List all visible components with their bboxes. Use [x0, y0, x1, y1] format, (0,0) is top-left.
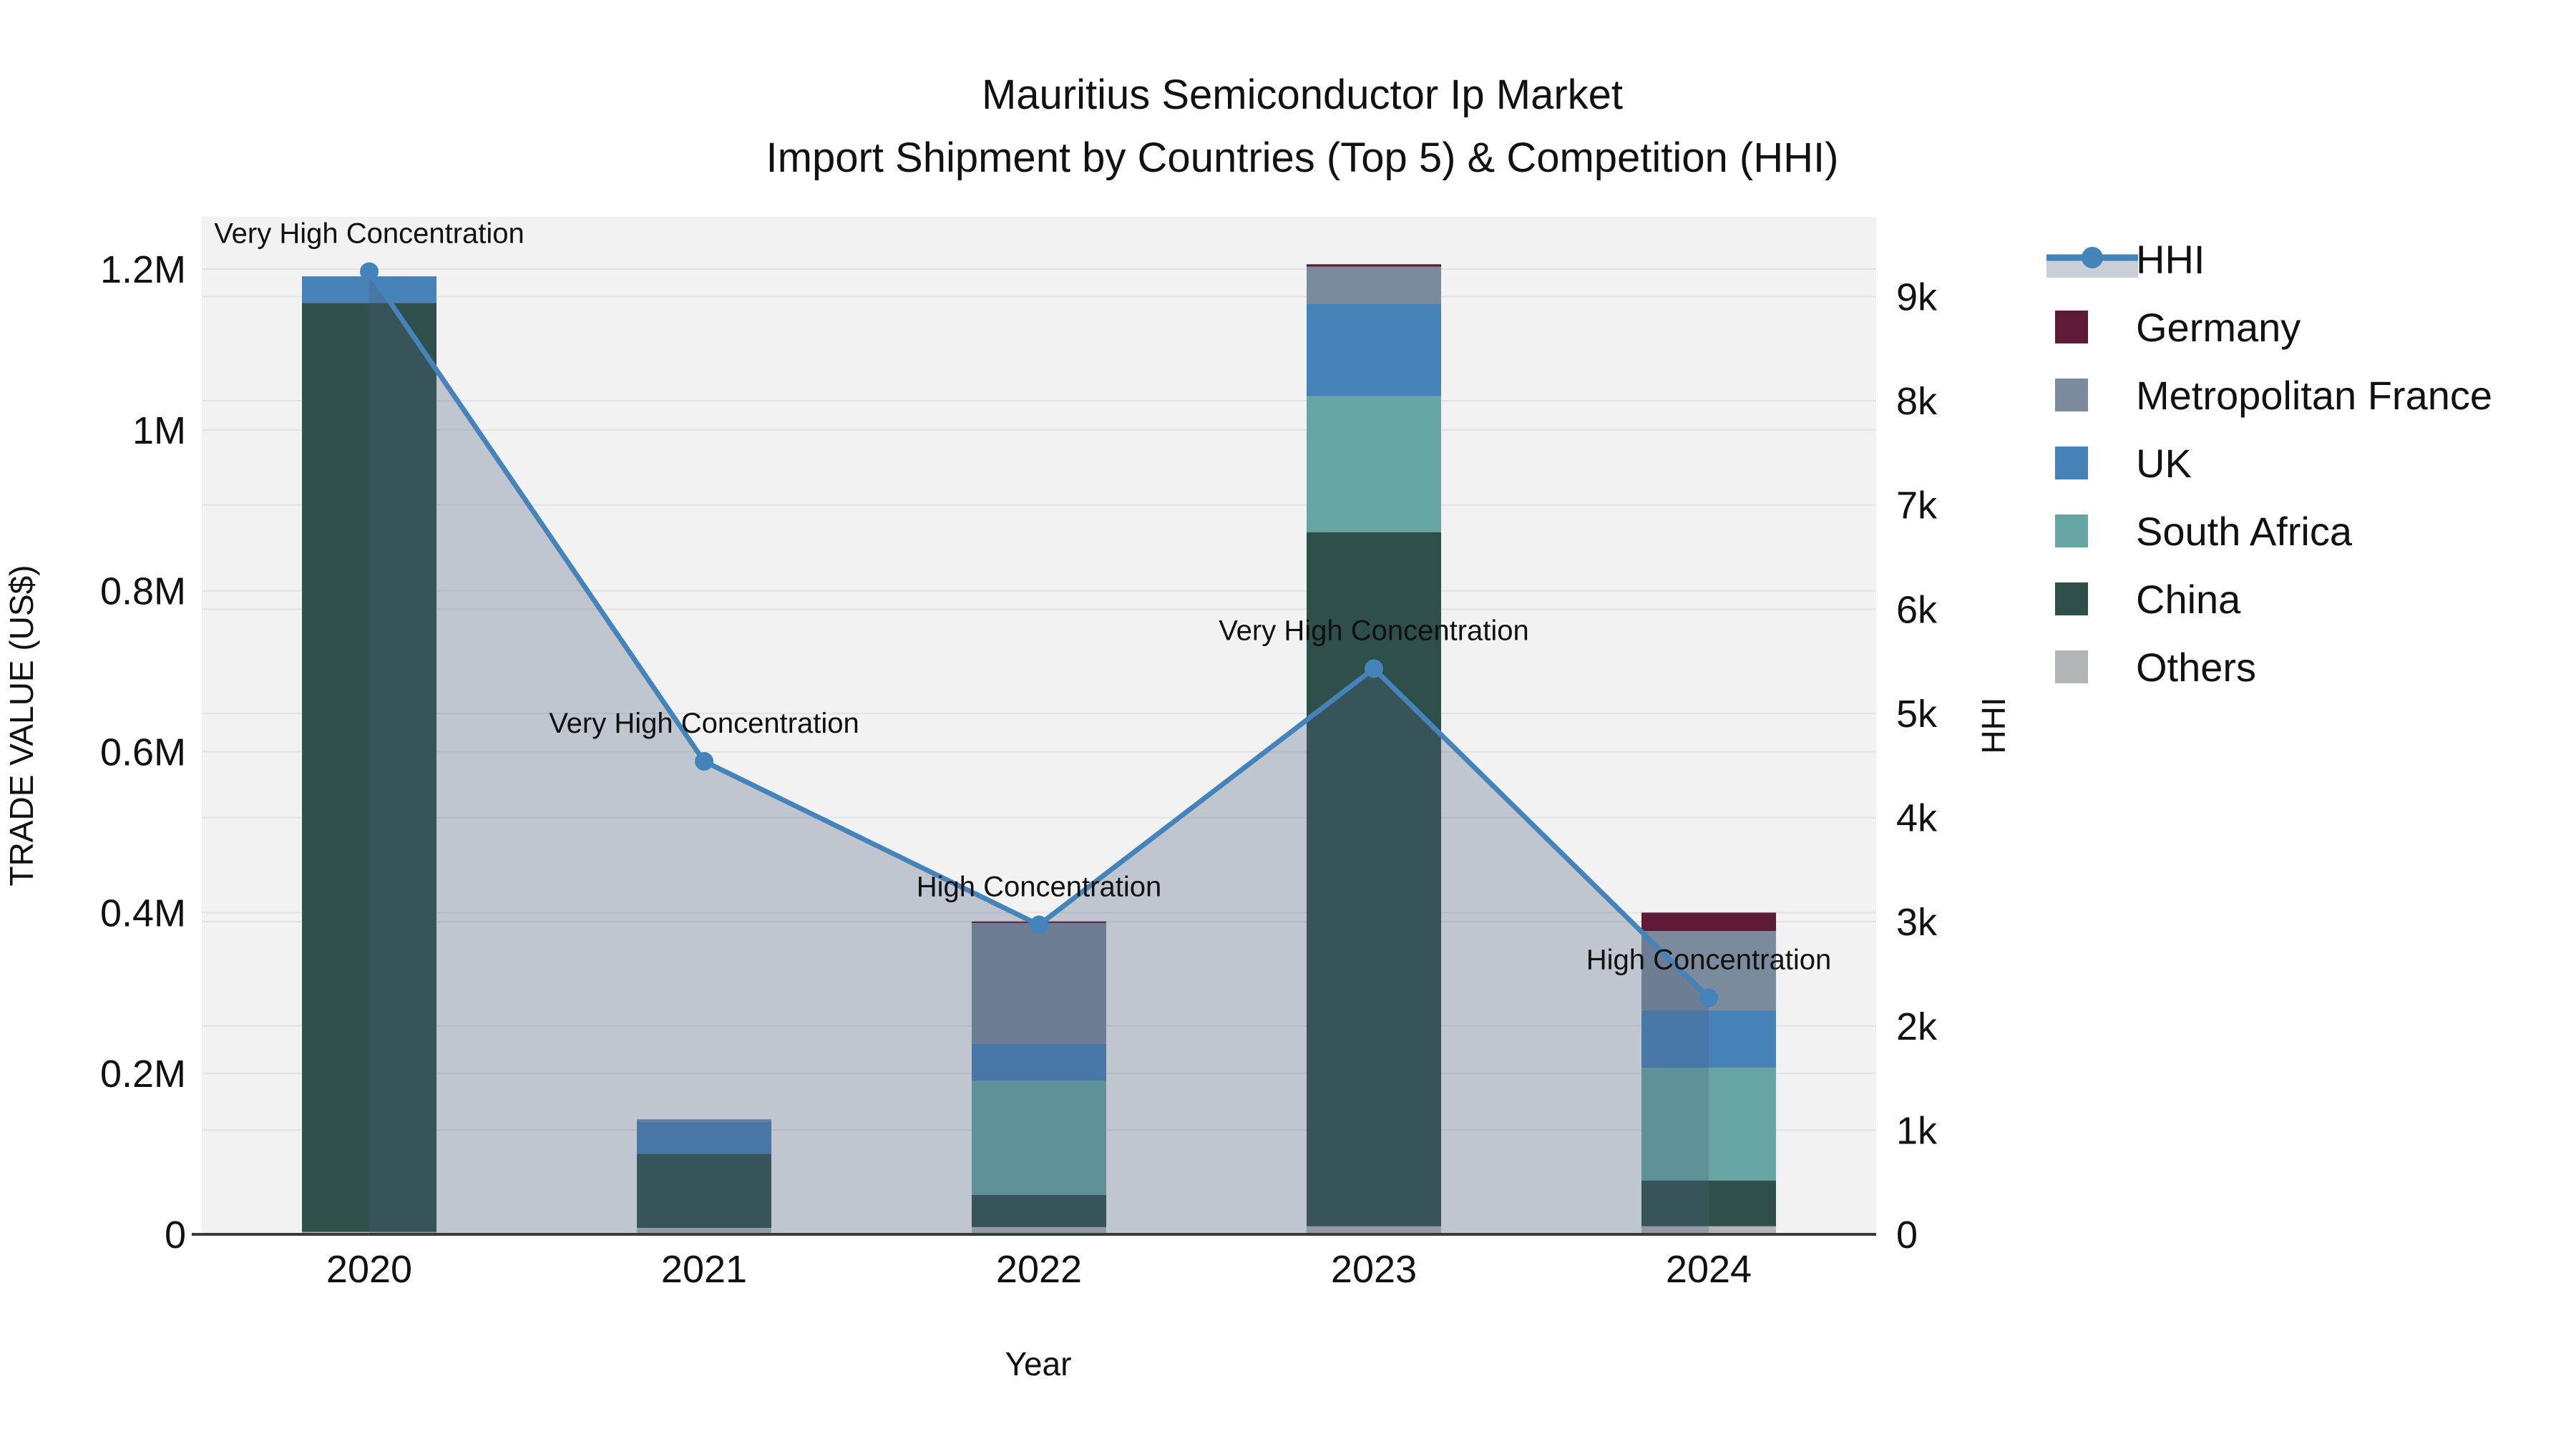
annotation-2020: Very High Concentration — [214, 218, 525, 250]
legend-item-hhi[interactable]: HHI — [2046, 237, 2205, 282]
y-right-tick-2k: 2k — [1896, 1005, 1938, 1048]
x-tick-2023: 2023 — [1331, 1248, 1417, 1291]
bar-segment-china-2021[interactable] — [637, 1153, 771, 1229]
legend-label: Others — [2136, 645, 2256, 690]
hhi-marker-2023[interactable] — [1365, 659, 1383, 678]
y-right-tick-7k: 7k — [1896, 484, 1938, 527]
y-left-tick-0.8M: 0.8M — [100, 570, 186, 613]
y-left-tick-0.4M: 0.4M — [100, 892, 186, 935]
hhi-marker-2022[interactable] — [1030, 915, 1048, 935]
bar-segment-metropolitan-france-2022[interactable] — [972, 922, 1106, 1044]
hhi-area-group — [369, 271, 1709, 1235]
y-right-tick-6k: 6k — [1896, 588, 1938, 631]
legend-label: Metropolitan France — [2136, 373, 2492, 418]
bar-segment-china-2023[interactable] — [1307, 532, 1441, 1226]
legend-item-others[interactable]: Others — [2055, 645, 2256, 690]
y-left-tick-1M: 1M — [132, 409, 186, 452]
bar-segment-metropolitan-france-2023[interactable] — [1307, 266, 1441, 304]
legend-swatch-south-africa — [2055, 514, 2088, 547]
x-tick-2024: 2024 — [1666, 1248, 1752, 1291]
y-right-tick-1k: 1k — [1896, 1109, 1938, 1152]
bar-segment-others-2023[interactable] — [1307, 1226, 1441, 1234]
legend-label: South Africa — [2136, 509, 2353, 554]
gridlines-group — [202, 268, 1876, 1131]
y-left-axis-title: TRADE VALUE (US$) — [3, 565, 40, 886]
bar-segment-south-africa-2022[interactable] — [972, 1080, 1106, 1195]
x-tick-2021: 2021 — [661, 1248, 747, 1291]
bar-segment-germany-2024[interactable] — [1641, 912, 1776, 932]
bars-group — [302, 264, 1776, 1234]
legend-item-south-africa[interactable]: South Africa — [2055, 509, 2353, 554]
legend-item-china[interactable]: China — [2055, 577, 2241, 622]
chart-title-line1: Mauritius Semiconductor Ip Market — [982, 72, 1623, 118]
y-left-tick-labels: 0 0.2M 0.4M 0.6M 0.8M 1M 1.2M — [100, 248, 186, 1257]
y-left-tick-1.2M: 1.2M — [100, 248, 186, 291]
legend-swatch-china — [2055, 582, 2088, 615]
y-left-tick-0: 0 — [165, 1214, 186, 1257]
y-right-axis-title: HHI — [1975, 697, 2012, 753]
bar-segment-germany-2023[interactable] — [1307, 264, 1441, 267]
y-left-tick-0.2M: 0.2M — [100, 1053, 186, 1096]
legend-label: HHI — [2136, 237, 2205, 282]
bar-segment-china-2022[interactable] — [972, 1194, 1106, 1227]
legend-label: UK — [2136, 441, 2192, 486]
hhi-marker-2024[interactable] — [1699, 988, 1718, 1008]
y-left-tick-0.6M: 0.6M — [100, 731, 186, 774]
hhi-marker-2021[interactable] — [695, 751, 713, 771]
bar-segment-china-2024[interactable] — [1641, 1180, 1776, 1226]
legend-swatch-metropolitan-france — [2055, 379, 2088, 411]
bar-segment-metropolitan-france-2021[interactable] — [637, 1119, 771, 1122]
annotation-2022: High Concentration — [917, 872, 1161, 903]
y-right-tick-0: 0 — [1896, 1214, 1918, 1257]
x-tick-2022: 2022 — [996, 1248, 1082, 1291]
bar-segment-others-2022[interactable] — [972, 1226, 1106, 1234]
y-right-tick-labels: 0 1k 2k 3k 4k 5k 6k 7k 8k 9k — [1896, 276, 1938, 1257]
annotation-2024: High Concentration — [1586, 944, 1831, 975]
legend-item-uk[interactable]: UK — [2055, 441, 2192, 486]
bar-segment-south-africa-2023[interactable] — [1307, 396, 1441, 532]
bar-segment-uk-2024[interactable] — [1641, 1010, 1776, 1068]
y-right-tick-9k: 9k — [1896, 276, 1938, 319]
legend-swatch-others — [2055, 650, 2088, 683]
hhi-line-group — [360, 262, 1718, 1008]
y-right-tick-3k: 3k — [1896, 901, 1938, 944]
legend-swatch-uk — [2055, 447, 2088, 479]
bar-segment-uk-2022[interactable] — [972, 1043, 1106, 1081]
y-right-tick-4k: 4k — [1896, 797, 1938, 840]
annotation-2021: Very High Concentration — [549, 708, 859, 739]
bar-segment-others-2021[interactable] — [637, 1228, 771, 1234]
bar-segment-uk-2023[interactable] — [1307, 303, 1441, 396]
annotations-group: Very High Concentration Very High Concent… — [214, 218, 1831, 976]
annotation-2023: Very High Concentration — [1219, 615, 1529, 646]
hhi-marker-2020[interactable] — [360, 262, 379, 281]
legend: HHI Germany Metropolitan France UK South Afr… — [2046, 237, 2492, 690]
legend-label: China — [2136, 577, 2241, 622]
x-axis-title: Year — [1005, 1345, 1072, 1382]
bar-segment-south-africa-2024[interactable] — [1641, 1068, 1776, 1181]
chart-title-line2: Import Shipment by Countries (Top 5) & C… — [766, 135, 1839, 181]
x-tick-2020: 2020 — [326, 1248, 412, 1291]
legend-hhi-marker — [2082, 247, 2103, 268]
hhi-area-fill — [369, 271, 1709, 1235]
legend-label: Germany — [2136, 305, 2301, 350]
legend-item-metropolitan-france[interactable]: Metropolitan France — [2055, 373, 2492, 418]
y-right-tick-5k: 5k — [1896, 693, 1938, 736]
legend-item-germany[interactable]: Germany — [2055, 305, 2301, 350]
bar-segment-others-2024[interactable] — [1641, 1226, 1776, 1234]
x-tick-labels: 2020 2021 2022 2023 2024 — [326, 1248, 1752, 1291]
legend-swatch-germany — [2055, 311, 2088, 343]
bar-segment-china-2020[interactable] — [302, 303, 436, 1232]
y-right-tick-8k: 8k — [1896, 380, 1938, 423]
bar-segment-uk-2021[interactable] — [637, 1121, 771, 1154]
